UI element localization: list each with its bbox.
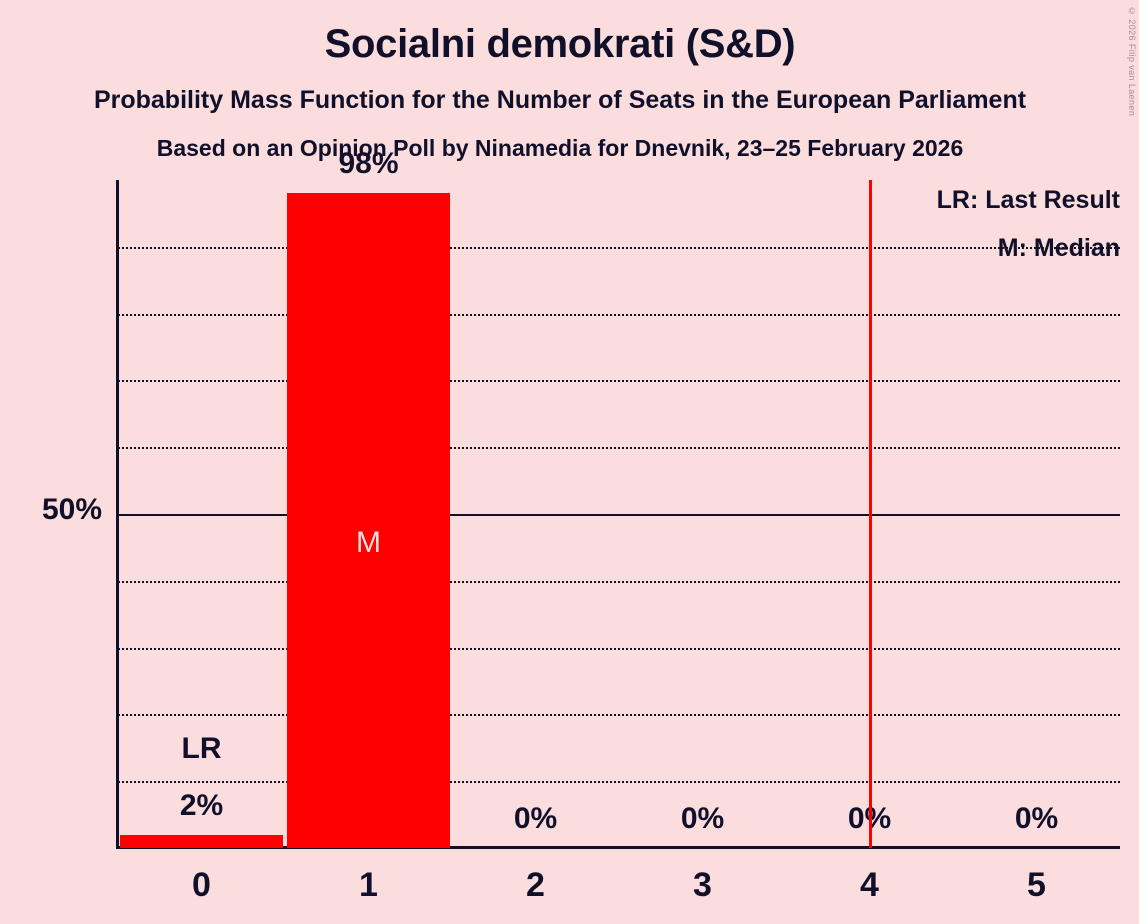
last-result-marker-label: LR — [181, 731, 222, 765]
bar-value-label: 0% — [680, 802, 725, 835]
bar-value-label: 98% — [338, 147, 399, 181]
page-title: Socialni demokrati (S&D) — [324, 22, 796, 66]
x-axis-tick-label: 4 — [860, 866, 879, 904]
y-axis — [116, 180, 119, 848]
x-axis-tick-label: 3 — [693, 866, 712, 904]
median-marker-label: M — [356, 526, 381, 559]
y-axis-tick-label: 50% — [41, 493, 102, 526]
plot-area: 2% LR 98% M 0% 0% 0% 0% — [116, 147, 1120, 849]
gridline — [118, 447, 1120, 450]
gridline — [118, 514, 1120, 516]
bar-value-label: 0% — [1014, 802, 1059, 835]
copyright-notice: © 2026 Filip van Laenen — [1127, 6, 1137, 117]
last-result-marker-line — [868, 180, 872, 848]
x-axis — [116, 846, 1120, 849]
gridline — [118, 714, 1120, 717]
x-axis-tick-label: 0 — [192, 866, 211, 904]
gridline — [118, 580, 1120, 583]
legend-last-result: LR: Last Result — [936, 186, 1120, 214]
chart-source-line: Based on an Opinion Poll by Ninamedia fo… — [156, 135, 964, 161]
bar — [120, 834, 283, 848]
bar-value-label: 2% — [179, 788, 224, 822]
bar — [287, 193, 450, 848]
gridline — [118, 246, 1120, 249]
gridline — [118, 781, 1120, 784]
gridline — [118, 313, 1120, 316]
gridline — [118, 380, 1120, 383]
x-axis-tick-label: 2 — [526, 866, 545, 904]
bar-value-label: 0% — [513, 802, 558, 835]
x-axis-tick-label: 1 — [359, 866, 378, 904]
x-axis-tick-label: 5 — [1027, 866, 1046, 904]
gridline — [118, 647, 1120, 650]
chart-subtitle: Probability Mass Function for the Number… — [93, 86, 1027, 114]
